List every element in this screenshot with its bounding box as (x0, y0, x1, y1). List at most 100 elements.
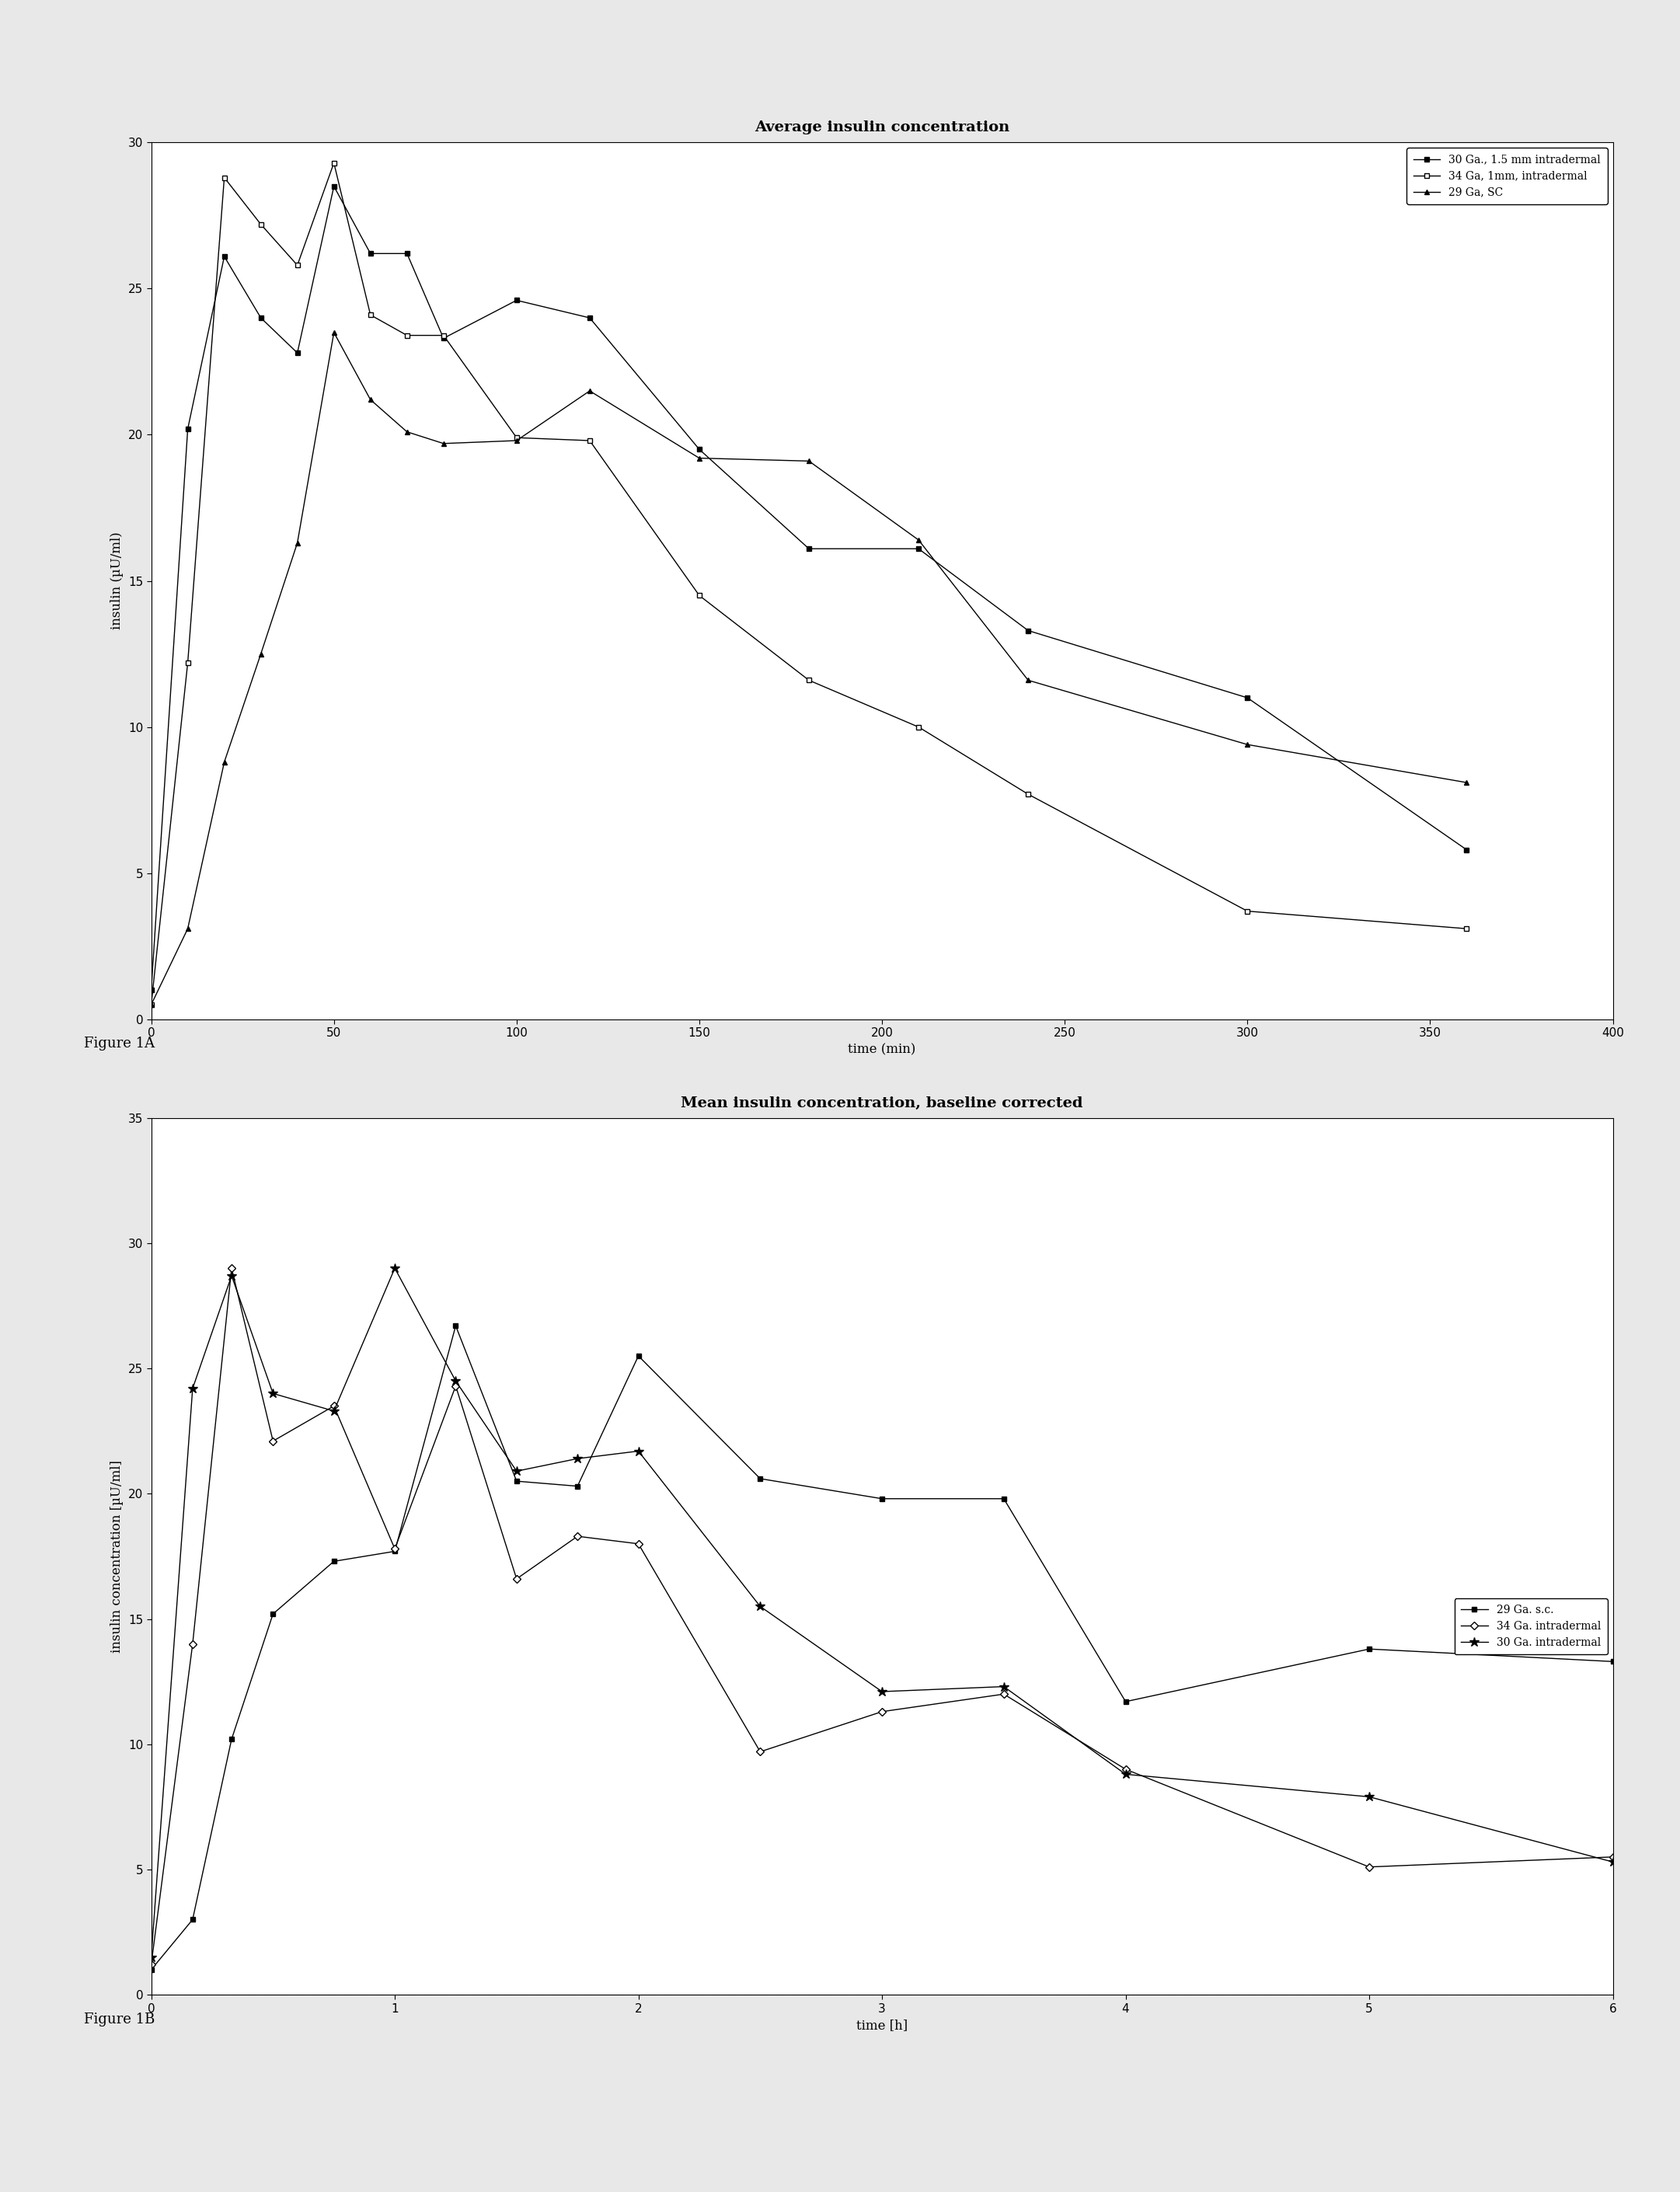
29 Ga, SC (324, 320, 344, 346)
Line: 30 Ga., 1.5 mm intradermal: 30 Ga., 1.5 mm intradermal (148, 184, 1470, 993)
30 Ga., 1.5 mm intradermal (1457, 837, 1477, 864)
34 Ga, 1mm, intradermal (396, 322, 417, 349)
Text: Figure 1A: Figure 1A (84, 1037, 155, 1050)
29 Ga. s.c. (995, 1486, 1015, 1512)
29 Ga, SC (250, 640, 270, 666)
29 Ga, SC (287, 530, 307, 557)
29 Ga, SC (580, 377, 600, 403)
34 Ga, 1mm, intradermal (213, 164, 234, 191)
29 Ga, SC (213, 750, 234, 776)
34 Ga, 1mm, intradermal (689, 583, 709, 609)
30 Ga. intradermal (995, 1672, 1015, 1699)
30 Ga. intradermal (385, 1256, 405, 1282)
30 Ga. intradermal (141, 1944, 161, 1971)
29 Ga. s.c. (751, 1466, 771, 1493)
30 Ga. intradermal (262, 1381, 282, 1407)
30 Ga., 1.5 mm intradermal (360, 241, 380, 267)
34 Ga, 1mm, intradermal (287, 252, 307, 278)
30 Ga., 1.5 mm intradermal (433, 324, 454, 351)
34 Ga, 1mm, intradermal (507, 425, 528, 452)
30 Ga., 1.5 mm intradermal (250, 305, 270, 331)
29 Ga. s.c. (445, 1313, 465, 1339)
29 Ga, SC (909, 526, 929, 552)
30 Ga. intradermal (872, 1679, 892, 1705)
Legend: 29 Ga. s.c., 34 Ga. intradermal, 30 Ga. intradermal: 29 Ga. s.c., 34 Ga. intradermal, 30 Ga. … (1455, 1598, 1608, 1655)
34 Ga, 1mm, intradermal (1236, 899, 1257, 925)
34 Ga, 1mm, intradermal (178, 649, 198, 675)
30 Ga., 1.5 mm intradermal (689, 436, 709, 463)
34 Ga. intradermal (262, 1427, 282, 1453)
30 Ga. intradermal (628, 1438, 648, 1464)
29 Ga, SC (800, 447, 820, 473)
34 Ga, 1mm, intradermal (250, 210, 270, 237)
34 Ga, 1mm, intradermal (580, 427, 600, 454)
29 Ga, SC (507, 427, 528, 454)
Title: Average insulin concentration: Average insulin concentration (754, 121, 1010, 134)
34 Ga, 1mm, intradermal (141, 991, 161, 1017)
29 Ga. s.c. (628, 1344, 648, 1370)
30 Ga. intradermal (445, 1368, 465, 1394)
29 Ga, SC (178, 916, 198, 943)
34 Ga. intradermal (222, 1256, 242, 1282)
34 Ga. intradermal (1116, 1756, 1136, 1782)
Title: Mean insulin concentration, baseline corrected: Mean insulin concentration, baseline cor… (680, 1096, 1084, 1109)
34 Ga. intradermal (751, 1738, 771, 1765)
30 Ga. intradermal (568, 1445, 588, 1471)
29 Ga. s.c. (385, 1539, 405, 1565)
29 Ga. s.c. (1116, 1688, 1136, 1714)
30 Ga., 1.5 mm intradermal (178, 416, 198, 443)
X-axis label: time (min): time (min) (848, 1043, 916, 1057)
30 Ga., 1.5 mm intradermal (507, 287, 528, 313)
34 Ga. intradermal (995, 1681, 1015, 1708)
30 Ga., 1.5 mm intradermal (324, 173, 344, 199)
Line: 34 Ga, 1mm, intradermal: 34 Ga, 1mm, intradermal (148, 160, 1470, 1008)
34 Ga. intradermal (568, 1523, 588, 1550)
30 Ga. intradermal (1359, 1784, 1379, 1811)
29 Ga. s.c. (1603, 1648, 1623, 1675)
34 Ga. intradermal (872, 1699, 892, 1725)
30 Ga. intradermal (1116, 1760, 1136, 1786)
Text: Figure 1B: Figure 1B (84, 2012, 155, 2025)
34 Ga, 1mm, intradermal (1018, 780, 1038, 807)
30 Ga., 1.5 mm intradermal (909, 535, 929, 561)
29 Ga. s.c. (507, 1469, 528, 1495)
30 Ga. intradermal (222, 1263, 242, 1289)
30 Ga., 1.5 mm intradermal (396, 241, 417, 267)
29 Ga. s.c. (324, 1548, 344, 1574)
Y-axis label: insulin concentration [µU/ml]: insulin concentration [µU/ml] (111, 1460, 124, 1653)
29 Ga. s.c. (222, 1725, 242, 1751)
29 Ga, SC (433, 430, 454, 456)
34 Ga. intradermal (507, 1565, 528, 1591)
29 Ga, SC (1457, 769, 1477, 796)
30 Ga., 1.5 mm intradermal (287, 340, 307, 366)
34 Ga. intradermal (141, 1951, 161, 1977)
30 Ga., 1.5 mm intradermal (580, 305, 600, 331)
34 Ga. intradermal (385, 1537, 405, 1563)
30 Ga. intradermal (324, 1398, 344, 1425)
30 Ga. intradermal (751, 1594, 771, 1620)
30 Ga., 1.5 mm intradermal (1236, 684, 1257, 710)
X-axis label: time [h]: time [h] (857, 2019, 907, 2032)
34 Ga, 1mm, intradermal (800, 666, 820, 693)
34 Ga, 1mm, intradermal (1457, 916, 1477, 943)
29 Ga, SC (689, 445, 709, 471)
30 Ga., 1.5 mm intradermal (800, 535, 820, 561)
34 Ga. intradermal (445, 1372, 465, 1398)
Legend: 30 Ga., 1.5 mm intradermal, 34 Ga, 1mm, intradermal, 29 Ga, SC: 30 Ga., 1.5 mm intradermal, 34 Ga, 1mm, … (1406, 147, 1608, 204)
29 Ga. s.c. (872, 1486, 892, 1512)
34 Ga. intradermal (1603, 1843, 1623, 1870)
29 Ga. s.c. (568, 1473, 588, 1499)
30 Ga. intradermal (183, 1374, 203, 1401)
29 Ga, SC (360, 386, 380, 412)
29 Ga, SC (1018, 666, 1038, 693)
34 Ga. intradermal (183, 1631, 203, 1657)
30 Ga., 1.5 mm intradermal (213, 243, 234, 270)
30 Ga., 1.5 mm intradermal (1018, 618, 1038, 644)
Line: 34 Ga. intradermal: 34 Ga. intradermal (148, 1265, 1616, 1968)
29 Ga, SC (1236, 732, 1257, 758)
29 Ga. s.c. (1359, 1635, 1379, 1662)
34 Ga. intradermal (628, 1530, 648, 1556)
Line: 29 Ga, SC: 29 Ga, SC (148, 329, 1470, 1008)
29 Ga. s.c. (262, 1600, 282, 1626)
29 Ga, SC (396, 419, 417, 445)
